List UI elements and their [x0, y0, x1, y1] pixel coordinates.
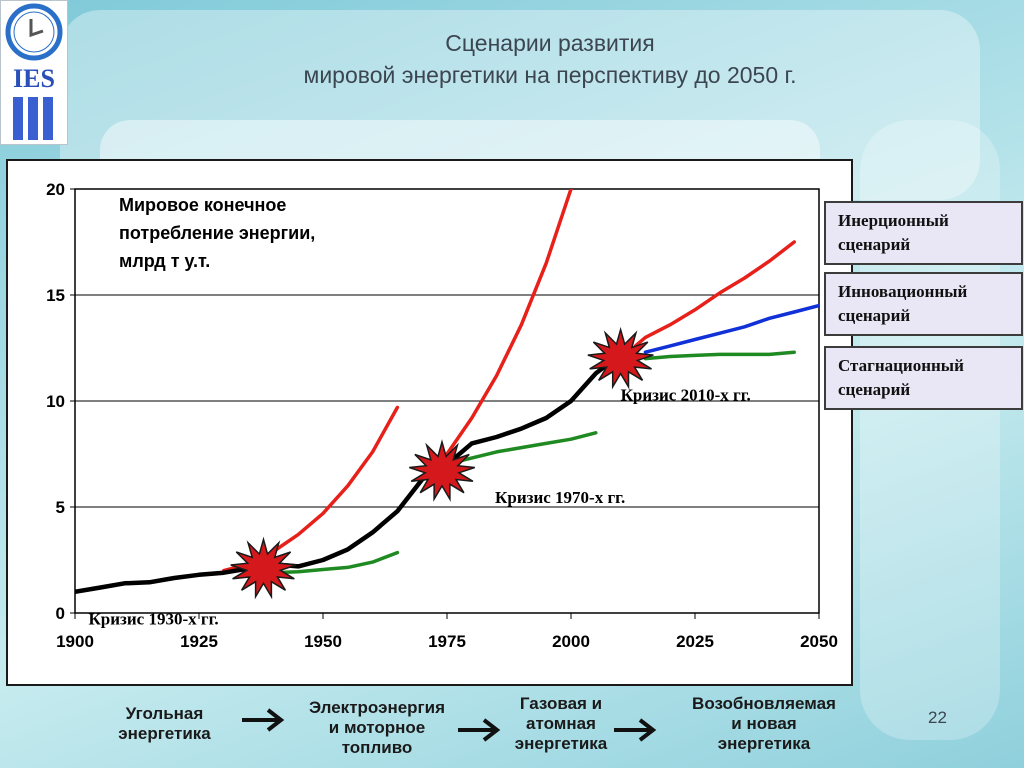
y-tick-label: 0: [56, 604, 65, 623]
y-tick-label: 15: [46, 286, 65, 305]
legend-stagnation-line2: сценарий: [838, 380, 911, 399]
era-electricity-line2: и моторное: [328, 718, 426, 737]
legend-inertial-line1: Инерционный: [838, 211, 949, 230]
series-line-scenario: [643, 350, 796, 361]
x-tick-label: 2050: [800, 632, 838, 651]
legend-stagnation: Стагнационный сценарий: [824, 346, 1023, 410]
era-coal: Угольная энергетика: [92, 704, 237, 744]
y-tick-label: 5: [56, 498, 65, 517]
series-line-scenario: [460, 431, 598, 463]
series-line-history: [75, 352, 623, 595]
series-line-scenario: [271, 550, 400, 575]
slide-subtitle: мировой энергетики на перспективу до 205…: [303, 62, 797, 88]
era-electricity-line3: топливо: [341, 738, 413, 757]
plot-area: [74, 188, 820, 614]
legend-innovation: Инновационный сценарий: [824, 272, 1023, 336]
crisis-label: Кризис 2010-х гг.: [621, 386, 751, 405]
series-line-scenario: [430, 189, 573, 471]
logo-text: IES: [13, 64, 55, 93]
legend-innovation-line2: сценарий: [838, 306, 911, 325]
series-line-scenario: [633, 240, 796, 348]
series-line-scenario: [643, 303, 819, 354]
legend-inertial: Инерционный сценарий: [824, 201, 1023, 265]
era-gas-line2: атомная: [526, 714, 596, 733]
era-renewable-line3: энергетика: [717, 734, 811, 753]
era-renewable: Возобновляемая и новая энергетика: [660, 694, 868, 754]
page-number: 22: [928, 708, 947, 727]
crisis-star-marker: [409, 439, 476, 502]
era-renewable-line2: и новая: [731, 714, 797, 733]
legend-stagnation-line1: Стагнационный: [838, 356, 964, 375]
slide-title: Сценарии развития: [445, 30, 655, 56]
ies-logo: IES: [0, 0, 68, 145]
era-gas-nuclear: Газовая и атомная энергетика: [488, 694, 634, 754]
x-tick-label: 1925: [180, 632, 218, 651]
chart-frame: 0 5 10 15 20 1900 1925 1950 1975 2000 2025 2050 Миро…: [6, 159, 853, 686]
chart-title-line: потребление энергии,: [119, 223, 315, 243]
x-tick-label: 1900: [56, 632, 94, 651]
arrow-right-icon: [458, 718, 501, 742]
era-gas-line3: энергетика: [514, 734, 608, 753]
crisis-star-marker: [587, 326, 654, 390]
x-tick-label: 1950: [304, 632, 342, 651]
y-tick-label: 20: [46, 180, 65, 199]
arrow-right-icon: [242, 708, 285, 732]
y-tick-label: 10: [46, 392, 65, 411]
crisis-label: Кризис 1970-х гг.: [495, 488, 625, 507]
crisis-label: Кризис 1930-х гг.: [88, 609, 218, 628]
era-coal-line1: Угольная: [125, 704, 204, 723]
era-electricity: Электроэнергия и моторное топливо: [276, 698, 478, 758]
era-gas-line1: Газовая и: [519, 694, 603, 713]
era-renewable-line1: Возобновляемая: [692, 694, 836, 713]
x-tick-label: 2025: [676, 632, 714, 651]
era-coal-line2: энергетика: [118, 724, 211, 743]
chart-title-line: млрд т у.т.: [119, 251, 210, 271]
crisis-star-marker: [230, 536, 297, 600]
legend-inertial-line2: сценарий: [838, 235, 911, 254]
x-tick-label: 2000: [552, 632, 590, 651]
x-tick-label: 1975: [428, 632, 466, 651]
energy-chart: 0 5 10 15 20 1900 1925 1950 1975 2000 2025 2050 Миро…: [46, 180, 838, 651]
chart-title-line: Мировое конечное: [119, 195, 286, 215]
era-electricity-line1: Электроэнергия: [308, 698, 446, 717]
arrow-right-icon: [614, 718, 657, 742]
legend-innovation-line1: Инновационный: [838, 282, 968, 301]
